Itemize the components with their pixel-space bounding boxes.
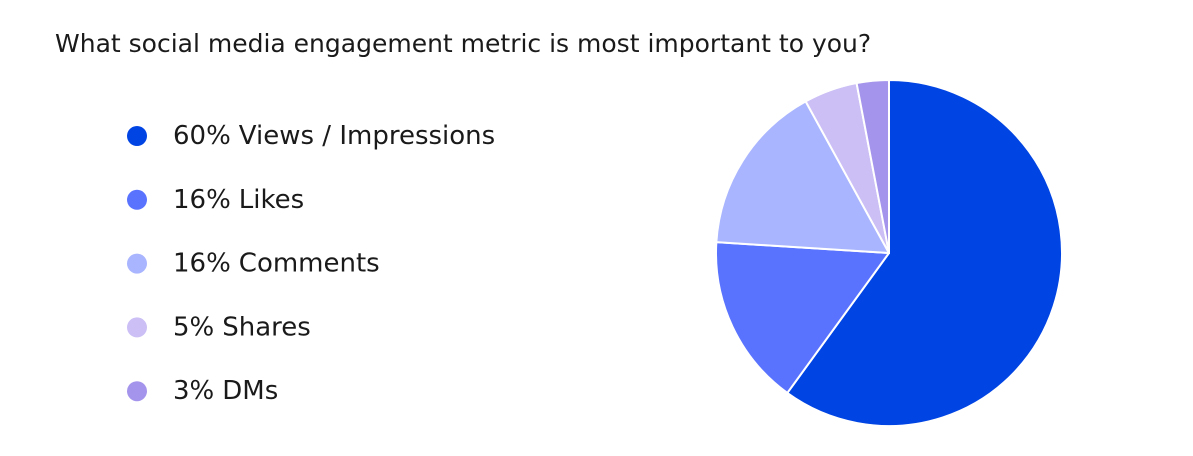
pie-slice <box>786 79 1063 427</box>
legend-label: 60% Views / Impressions <box>173 121 495 151</box>
legend-label: 16% Likes <box>173 184 304 214</box>
legend-value: 16% <box>173 184 231 214</box>
legend-marker <box>127 253 147 274</box>
legend-value: 16% <box>173 248 231 278</box>
legend-name: Comments <box>239 248 380 278</box>
pie-slice <box>715 241 890 394</box>
legend-value: 5% <box>173 312 214 342</box>
legend-marker <box>127 317 147 338</box>
legend-name: Likes <box>239 184 304 214</box>
chart-title: What social media engagement metric is m… <box>55 29 871 58</box>
pie-slice <box>855 79 890 254</box>
legend-name: Views / Impressions <box>239 121 495 151</box>
legend-marker <box>127 189 147 210</box>
legend-value: 60% <box>173 121 231 151</box>
legend-name: Shares <box>222 312 311 342</box>
legend-label: 5% Shares <box>173 312 311 342</box>
legend-label: 16% Comments <box>173 248 380 278</box>
legend-label: 3% DMs <box>173 376 278 406</box>
legend-marker <box>127 126 147 146</box>
legend-marker <box>127 381 147 402</box>
pie-slice <box>715 100 890 254</box>
legend-value: 3% <box>173 376 214 406</box>
legend-name: DMs <box>222 376 278 406</box>
